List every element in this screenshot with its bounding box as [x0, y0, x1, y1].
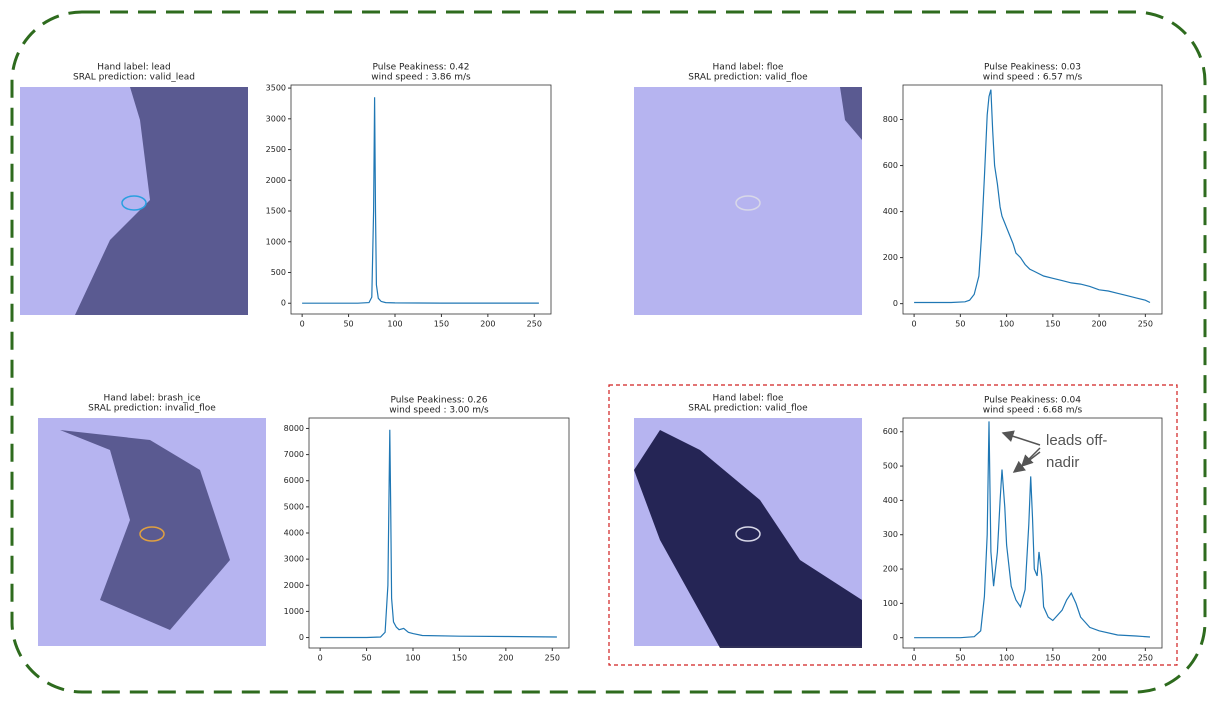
x-tick-label: 50 — [955, 654, 965, 663]
y-tick-label: 3500 — [266, 84, 286, 93]
chart-subtitle: wind speed : 6.57 m/s — [983, 73, 1083, 83]
x-tick-label: 50 — [361, 654, 371, 663]
x-tick-label: 0 — [318, 654, 323, 663]
chart-title: Pulse Peakiness: 0.03 — [984, 63, 1081, 73]
annotation-arrow — [1012, 451, 1041, 473]
y-tick-label: 600 — [883, 161, 898, 170]
y-tick-label: 5000 — [284, 502, 304, 511]
x-tick-label: 250 — [545, 654, 560, 663]
group-border — [10, 10, 1207, 694]
y-tick-label: 200 — [883, 253, 898, 262]
image-title: SRAL prediction: valid_floe — [688, 73, 808, 83]
highlight-box — [608, 384, 1178, 666]
y-tick-label: 200 — [883, 565, 898, 574]
annotation-arrow — [1001, 430, 1041, 446]
y-tick-label: 0 — [281, 299, 286, 308]
x-tick-label: 100 — [999, 654, 1014, 663]
y-tick-label: 3000 — [284, 555, 304, 564]
plot-frame — [290, 84, 552, 315]
dark-water — [75, 87, 248, 315]
waveform-line — [914, 89, 1151, 304]
satellite-image — [634, 87, 862, 315]
x-tick-label: 50 — [343, 320, 353, 329]
image-title: Hand label: floe — [713, 394, 784, 404]
x-tick-label: 150 — [1045, 654, 1060, 663]
footprint-marker — [735, 195, 761, 211]
y-tick-label: 7000 — [284, 450, 304, 459]
x-tick-label: 0 — [912, 320, 917, 329]
y-tick-label: 8000 — [284, 424, 304, 433]
x-tick-label: 150 — [452, 654, 467, 663]
x-tick-label: 250 — [527, 320, 542, 329]
y-tick-label: 1000 — [284, 607, 304, 616]
y-tick-label: 6000 — [284, 476, 304, 485]
waveform-line — [320, 429, 557, 639]
y-tick-label: 1000 — [266, 237, 286, 246]
plot-frame — [902, 84, 1163, 315]
waveform-line — [914, 421, 1151, 639]
y-tick-label: 1500 — [266, 207, 286, 216]
x-tick-label: 100 — [999, 320, 1014, 329]
y-tick-label: 600 — [883, 427, 898, 436]
dark-water — [634, 430, 862, 648]
plot-frame — [308, 417, 570, 649]
x-tick-label: 50 — [955, 320, 965, 329]
dark-water — [840, 87, 862, 140]
x-tick-label: 0 — [300, 320, 305, 329]
footprint-marker — [735, 526, 761, 542]
image-title: Hand label: brash_ice — [103, 394, 200, 404]
image-title: SRAL prediction: invalid_floe — [88, 404, 216, 414]
y-tick-label: 400 — [883, 207, 898, 216]
chart-title: Pulse Peakiness: 0.26 — [391, 396, 488, 406]
x-tick-label: 100 — [405, 654, 420, 663]
chart-subtitle: wind speed : 6.68 m/s — [983, 406, 1083, 416]
dark-water — [60, 430, 230, 630]
y-tick-label: 100 — [883, 599, 898, 608]
image-title: Hand label: floe — [713, 63, 784, 73]
x-tick-label: 200 — [498, 654, 513, 663]
x-tick-label: 150 — [434, 320, 449, 329]
chart-subtitle: wind speed : 3.00 m/s — [389, 406, 489, 416]
x-tick-label: 250 — [1138, 320, 1153, 329]
x-tick-label: 250 — [1138, 654, 1153, 663]
y-tick-label: 0 — [893, 633, 898, 642]
annotation: leads off- — [1046, 432, 1107, 449]
y-tick-label: 2500 — [266, 145, 286, 154]
y-tick-label: 0 — [893, 299, 898, 308]
chart-title: Pulse Peakiness: 0.04 — [984, 396, 1081, 406]
image-title: SRAL prediction: valid_lead — [73, 73, 195, 83]
y-tick-label: 0 — [299, 633, 304, 642]
y-tick-label: 300 — [883, 530, 898, 539]
image-title: Hand label: lead — [97, 63, 171, 73]
y-tick-label: 500 — [883, 462, 898, 471]
x-tick-label: 200 — [480, 320, 495, 329]
y-tick-label: 2000 — [266, 176, 286, 185]
y-tick-label: 800 — [883, 115, 898, 124]
x-tick-label: 100 — [387, 320, 402, 329]
annotation: nadir — [1046, 454, 1079, 471]
y-tick-label: 2000 — [284, 581, 304, 590]
chart-subtitle: wind speed : 3.86 m/s — [371, 73, 471, 83]
footprint-marker — [121, 195, 147, 211]
x-tick-label: 200 — [1091, 654, 1106, 663]
image-title: SRAL prediction: valid_floe — [688, 404, 808, 414]
y-tick-label: 4000 — [284, 529, 304, 538]
x-tick-label: 150 — [1045, 320, 1060, 329]
x-tick-label: 0 — [912, 654, 917, 663]
chart-title: Pulse Peakiness: 0.42 — [373, 63, 470, 73]
y-tick-label: 400 — [883, 496, 898, 505]
y-tick-label: 500 — [271, 268, 286, 277]
footprint-marker — [139, 526, 165, 542]
x-tick-label: 200 — [1091, 320, 1106, 329]
waveform-line — [302, 97, 539, 304]
y-tick-label: 3000 — [266, 114, 286, 123]
